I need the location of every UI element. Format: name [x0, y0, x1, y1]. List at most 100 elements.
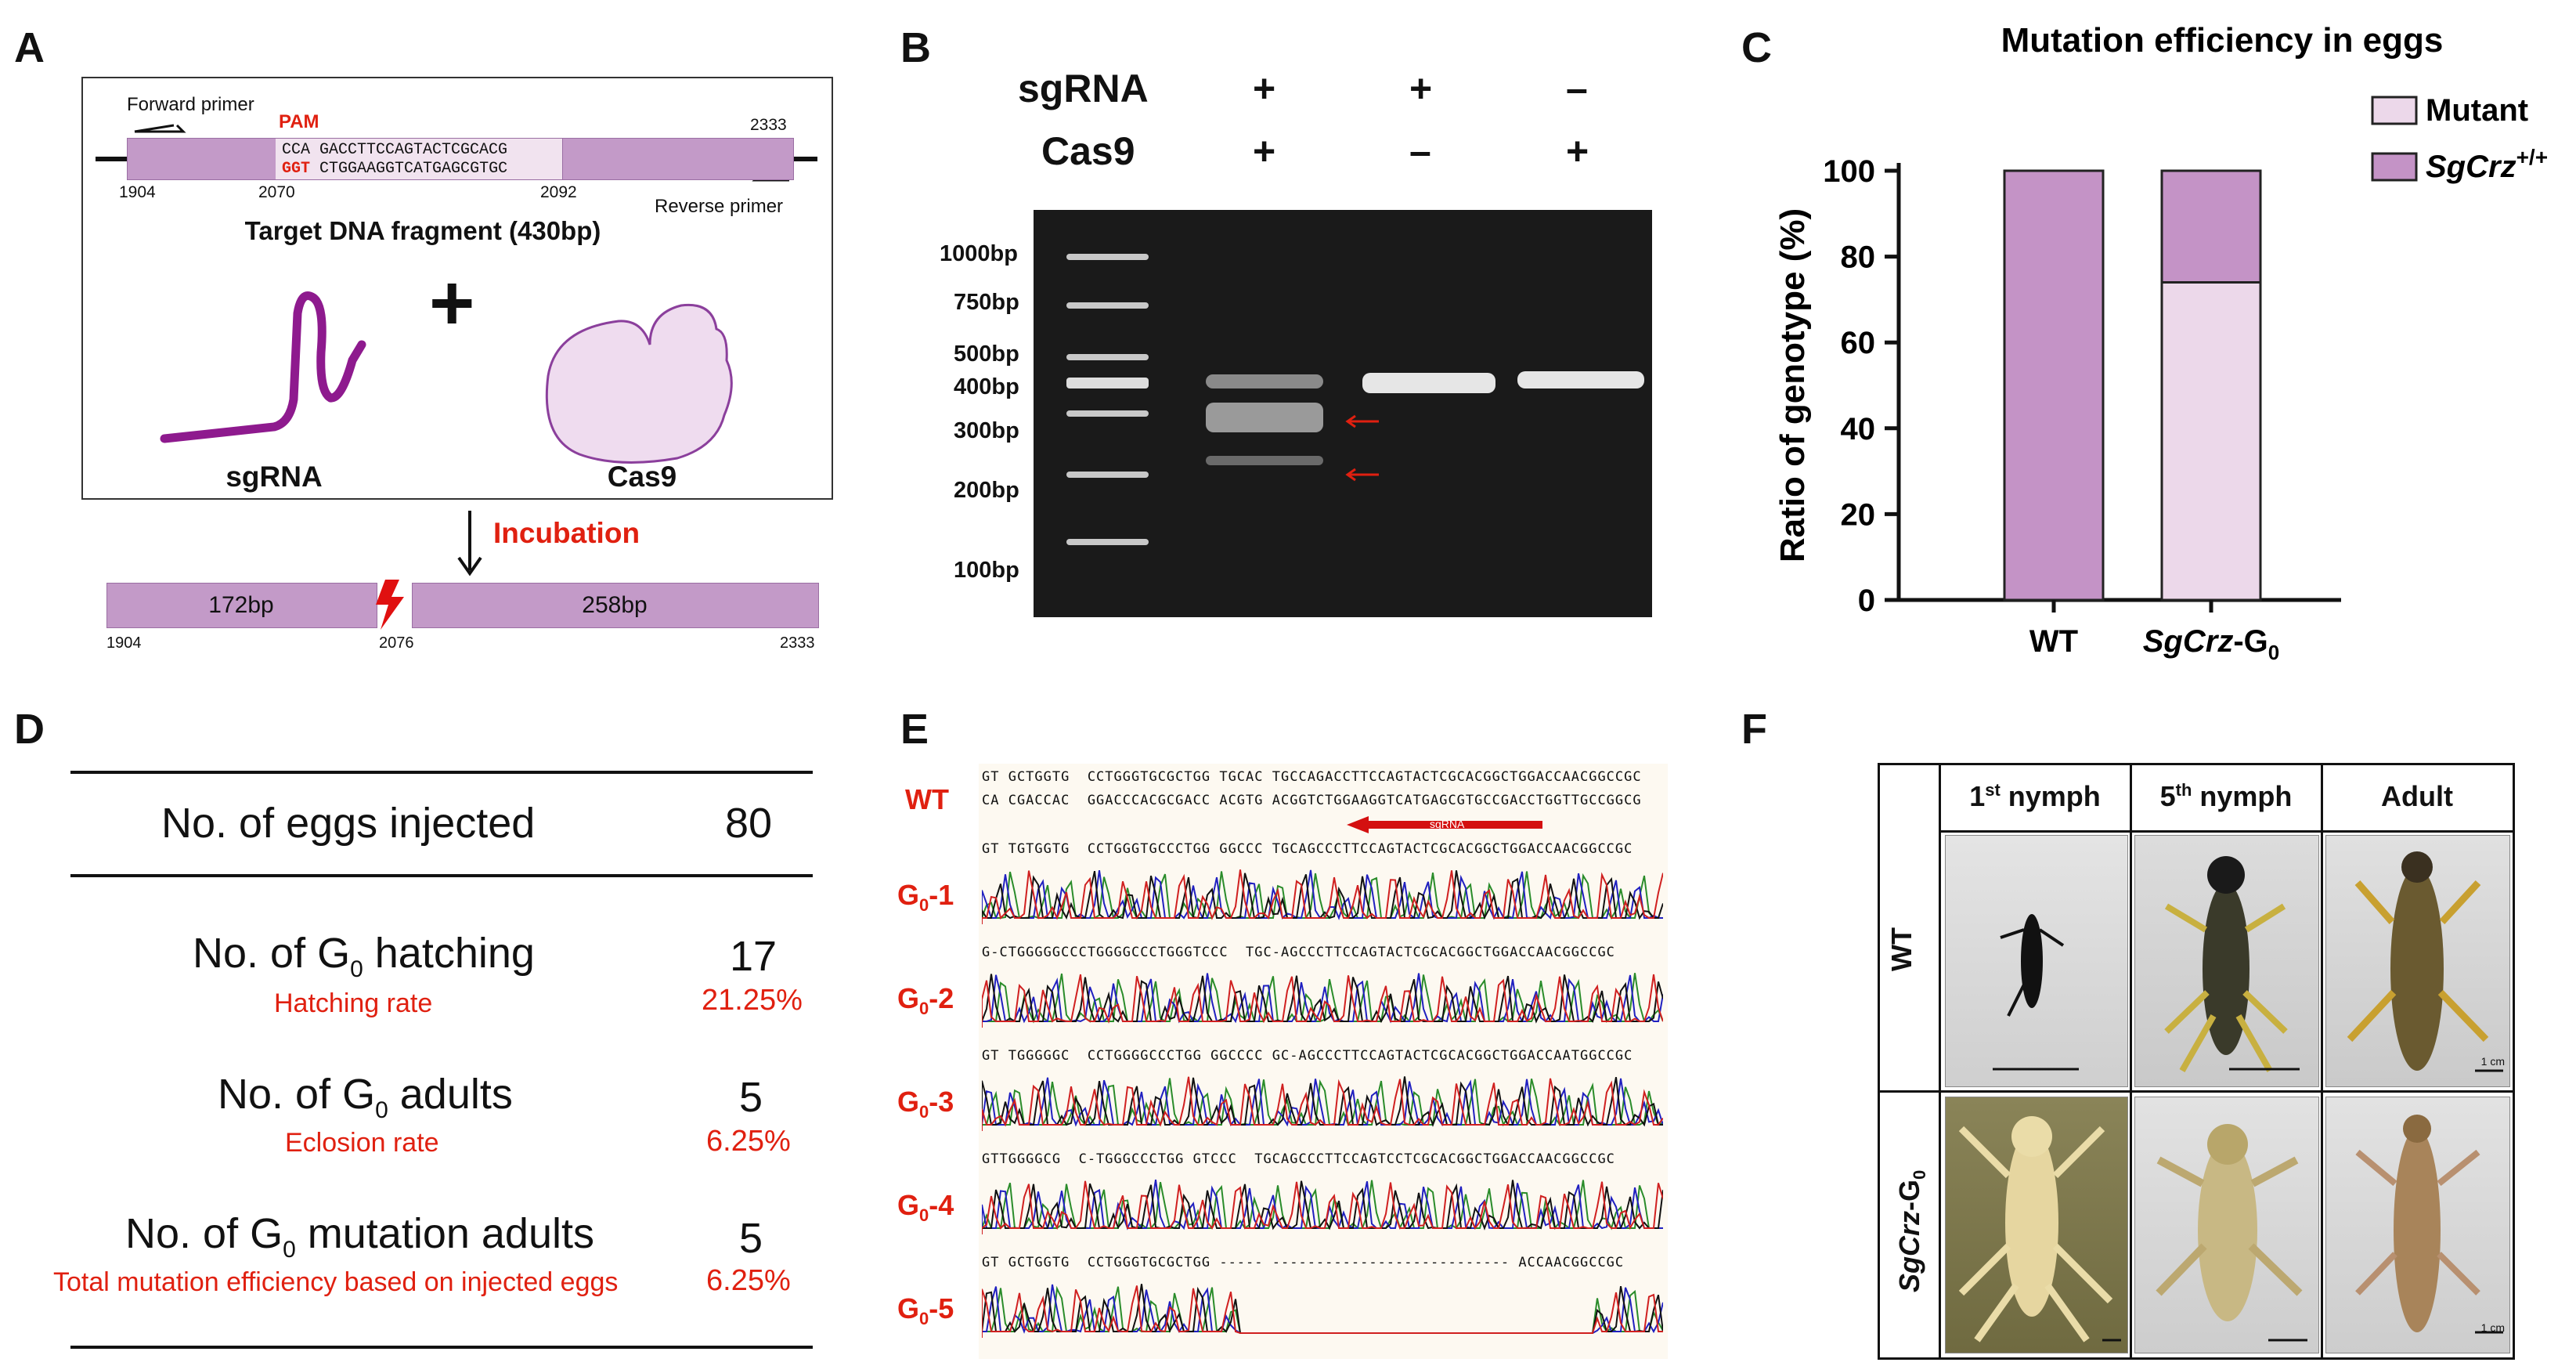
cut-pos-2076: 2076 — [379, 634, 414, 652]
lane2-sgrna: + — [1409, 67, 1433, 110]
table-rule-mid — [70, 874, 813, 877]
chromatogram-background — [979, 764, 1668, 1359]
table-rule-bottom — [70, 1346, 813, 1349]
pos-1904-top: 1904 — [119, 183, 156, 201]
bottom-pos-1904: 1904 — [106, 634, 142, 652]
chromatogram-trace — [982, 1284, 1663, 1338]
lane1-band-200 — [1206, 456, 1323, 465]
sample-label: G0-1 — [897, 879, 954, 916]
trace-line — [982, 869, 1663, 924]
trace-line — [982, 1284, 1663, 1338]
col-1st-nymph: 1st nymph — [1969, 780, 2101, 812]
photo-sgcrz-adult: 1 cm — [2325, 1097, 2510, 1353]
photo-wt-5th-nymph — [2134, 835, 2319, 1087]
row-wt-label: WT — [1885, 927, 1918, 971]
sample-sequence: G-CTGGGGGCCCTGGGGCCCTGGGTCCC TGC-AGCCCTT… — [982, 945, 1615, 960]
ladder-band — [1066, 254, 1149, 260]
fragment-172bp — [106, 583, 377, 628]
bar-wildtype-0 — [2003, 169, 2105, 602]
chromatogram-trace — [982, 1076, 1663, 1131]
g0-adults-label: No. of G0 adults — [218, 1071, 513, 1123]
sgrna-icon — [160, 291, 366, 443]
plus-sign: + — [429, 259, 475, 347]
sample-label: G0-3 — [897, 1086, 954, 1122]
y-tick-label: 100 — [1823, 154, 1875, 189]
bar-mutant-1 — [2160, 280, 2262, 602]
fragment-258bp-label: 258bp — [582, 592, 648, 618]
cas9-label: Cas9 — [607, 461, 677, 493]
trace-line — [982, 974, 1663, 1028]
pos-2070: 2070 — [258, 183, 295, 201]
red-arrow-icon — [1345, 414, 1379, 428]
wt-label: WT — [905, 783, 949, 815]
sample-sequence: GT TGTGGTG CCTGGGTGCCCTGG GGCCC TGCAGCCC… — [982, 841, 1633, 857]
fragment-172bp-label: 172bp — [208, 592, 274, 618]
grid-hline — [1939, 830, 2513, 833]
legend-swatch-0 — [2371, 96, 2418, 125]
dna-segment-left — [127, 138, 277, 180]
g0-adults-value: 5 — [739, 1074, 763, 1121]
pam-label: PAM — [279, 111, 319, 132]
eclosion-rate-label: Eclosion rate — [285, 1128, 439, 1158]
pos-2333-top: 2333 — [750, 116, 787, 134]
scale-bar-label: 1 cm — [2480, 1055, 2505, 1068]
ladder-400bp: 400bp — [954, 374, 1019, 399]
ladder-band — [1066, 354, 1149, 360]
forward-primer-arrow — [134, 124, 186, 133]
down-arrow-icon — [457, 511, 482, 576]
sample-label: G0-5 — [897, 1292, 954, 1329]
grid-hline — [1878, 1090, 2513, 1093]
panel-label-f: F — [1741, 706, 1767, 753]
ladder-500bp: 500bp — [954, 342, 1019, 367]
pam-seq: GGT — [282, 160, 311, 178]
ladder-200bp: 200bp — [954, 478, 1019, 503]
photo-sgcrz-5th-nymph — [2134, 1097, 2319, 1353]
trace-line — [982, 1076, 1663, 1131]
dna-segment-right — [562, 138, 794, 180]
trace-line — [982, 1180, 1663, 1234]
target-seq-top: CCA GACCTTCCAGTACTCGCACG — [282, 141, 508, 159]
row-sgcrz-label: SgCrz-G0 — [1893, 1169, 1930, 1292]
trace-line — [982, 1076, 1663, 1131]
eggs-injected-label: No. of eggs injected — [161, 800, 536, 847]
sgrna-arrow-icon — [1347, 816, 1542, 833]
lane2-band-400 — [1362, 373, 1495, 393]
sample-label: G0-2 — [897, 982, 954, 1019]
x-tick-label-0: WT — [2029, 624, 2078, 659]
photo-wt-adult: 1 cm — [2325, 835, 2510, 1087]
lane1-band-300 — [1206, 403, 1323, 432]
chart-title: Mutation efficiency in eggs — [2001, 21, 2444, 60]
gel-image — [1034, 210, 1652, 617]
x-tick-label-1: SgCrz-G0 — [2143, 624, 2279, 664]
ladder-100bp: 100bp — [954, 558, 1019, 583]
lane3-cas9: + — [1566, 129, 1589, 173]
dna-segment-target — [276, 138, 562, 180]
y-tick-label: 40 — [1841, 412, 1876, 446]
panel-label-e: E — [900, 706, 929, 753]
sample-sequence: GT GCTGGTG CCTGGGTGCGCTGG ----- --------… — [982, 1255, 1625, 1270]
mutation-efficiency-chart: Mutation efficiency in eggs 0 20 40 60 80 100 R… — [1773, 21, 2548, 664]
panel-label-a: A — [14, 24, 45, 71]
sample-sequence: GT TGGGGGC CCTGGGGCCCTGG GGCCCC GC-AGCCC… — [982, 1048, 1633, 1064]
trace-line — [982, 1284, 1663, 1338]
g0-mutation-adults-label: No. of G0 mutation adults — [125, 1210, 594, 1263]
sgrna-label: sgRNA — [225, 461, 323, 493]
target-seq-bottom-rest: CTGGAAGGTCATGAGCGTGC — [319, 160, 508, 178]
ladder-750bp: 750bp — [954, 290, 1019, 315]
panel-label-c: C — [1741, 24, 1772, 71]
legend-label-1: SgCrz+/+ — [2426, 145, 2548, 184]
sgrna-arrow-label: sgRNA — [1430, 818, 1465, 830]
ladder-band — [1066, 378, 1149, 388]
total-mutation-efficiency-label: Total mutation efficiency based on injec… — [53, 1267, 619, 1297]
eclosion-rate-value: 6.25% — [706, 1125, 791, 1158]
grid-vline — [1939, 763, 1941, 1357]
incubation-label: Incubation — [493, 517, 640, 549]
legend-swatch-1 — [2371, 152, 2418, 182]
gel-row-cas9: Cas9 — [1041, 129, 1135, 173]
gel-row-sgrna: sgRNA — [1018, 67, 1149, 110]
g0-mutation-adults-value: 5 — [739, 1215, 763, 1262]
chromatogram-trace — [982, 1180, 1663, 1234]
red-arrow-icon — [1345, 468, 1379, 482]
forward-primer-label: Forward primer — [127, 94, 254, 115]
scale-bar-label: 1 cm — [2480, 1321, 2505, 1334]
